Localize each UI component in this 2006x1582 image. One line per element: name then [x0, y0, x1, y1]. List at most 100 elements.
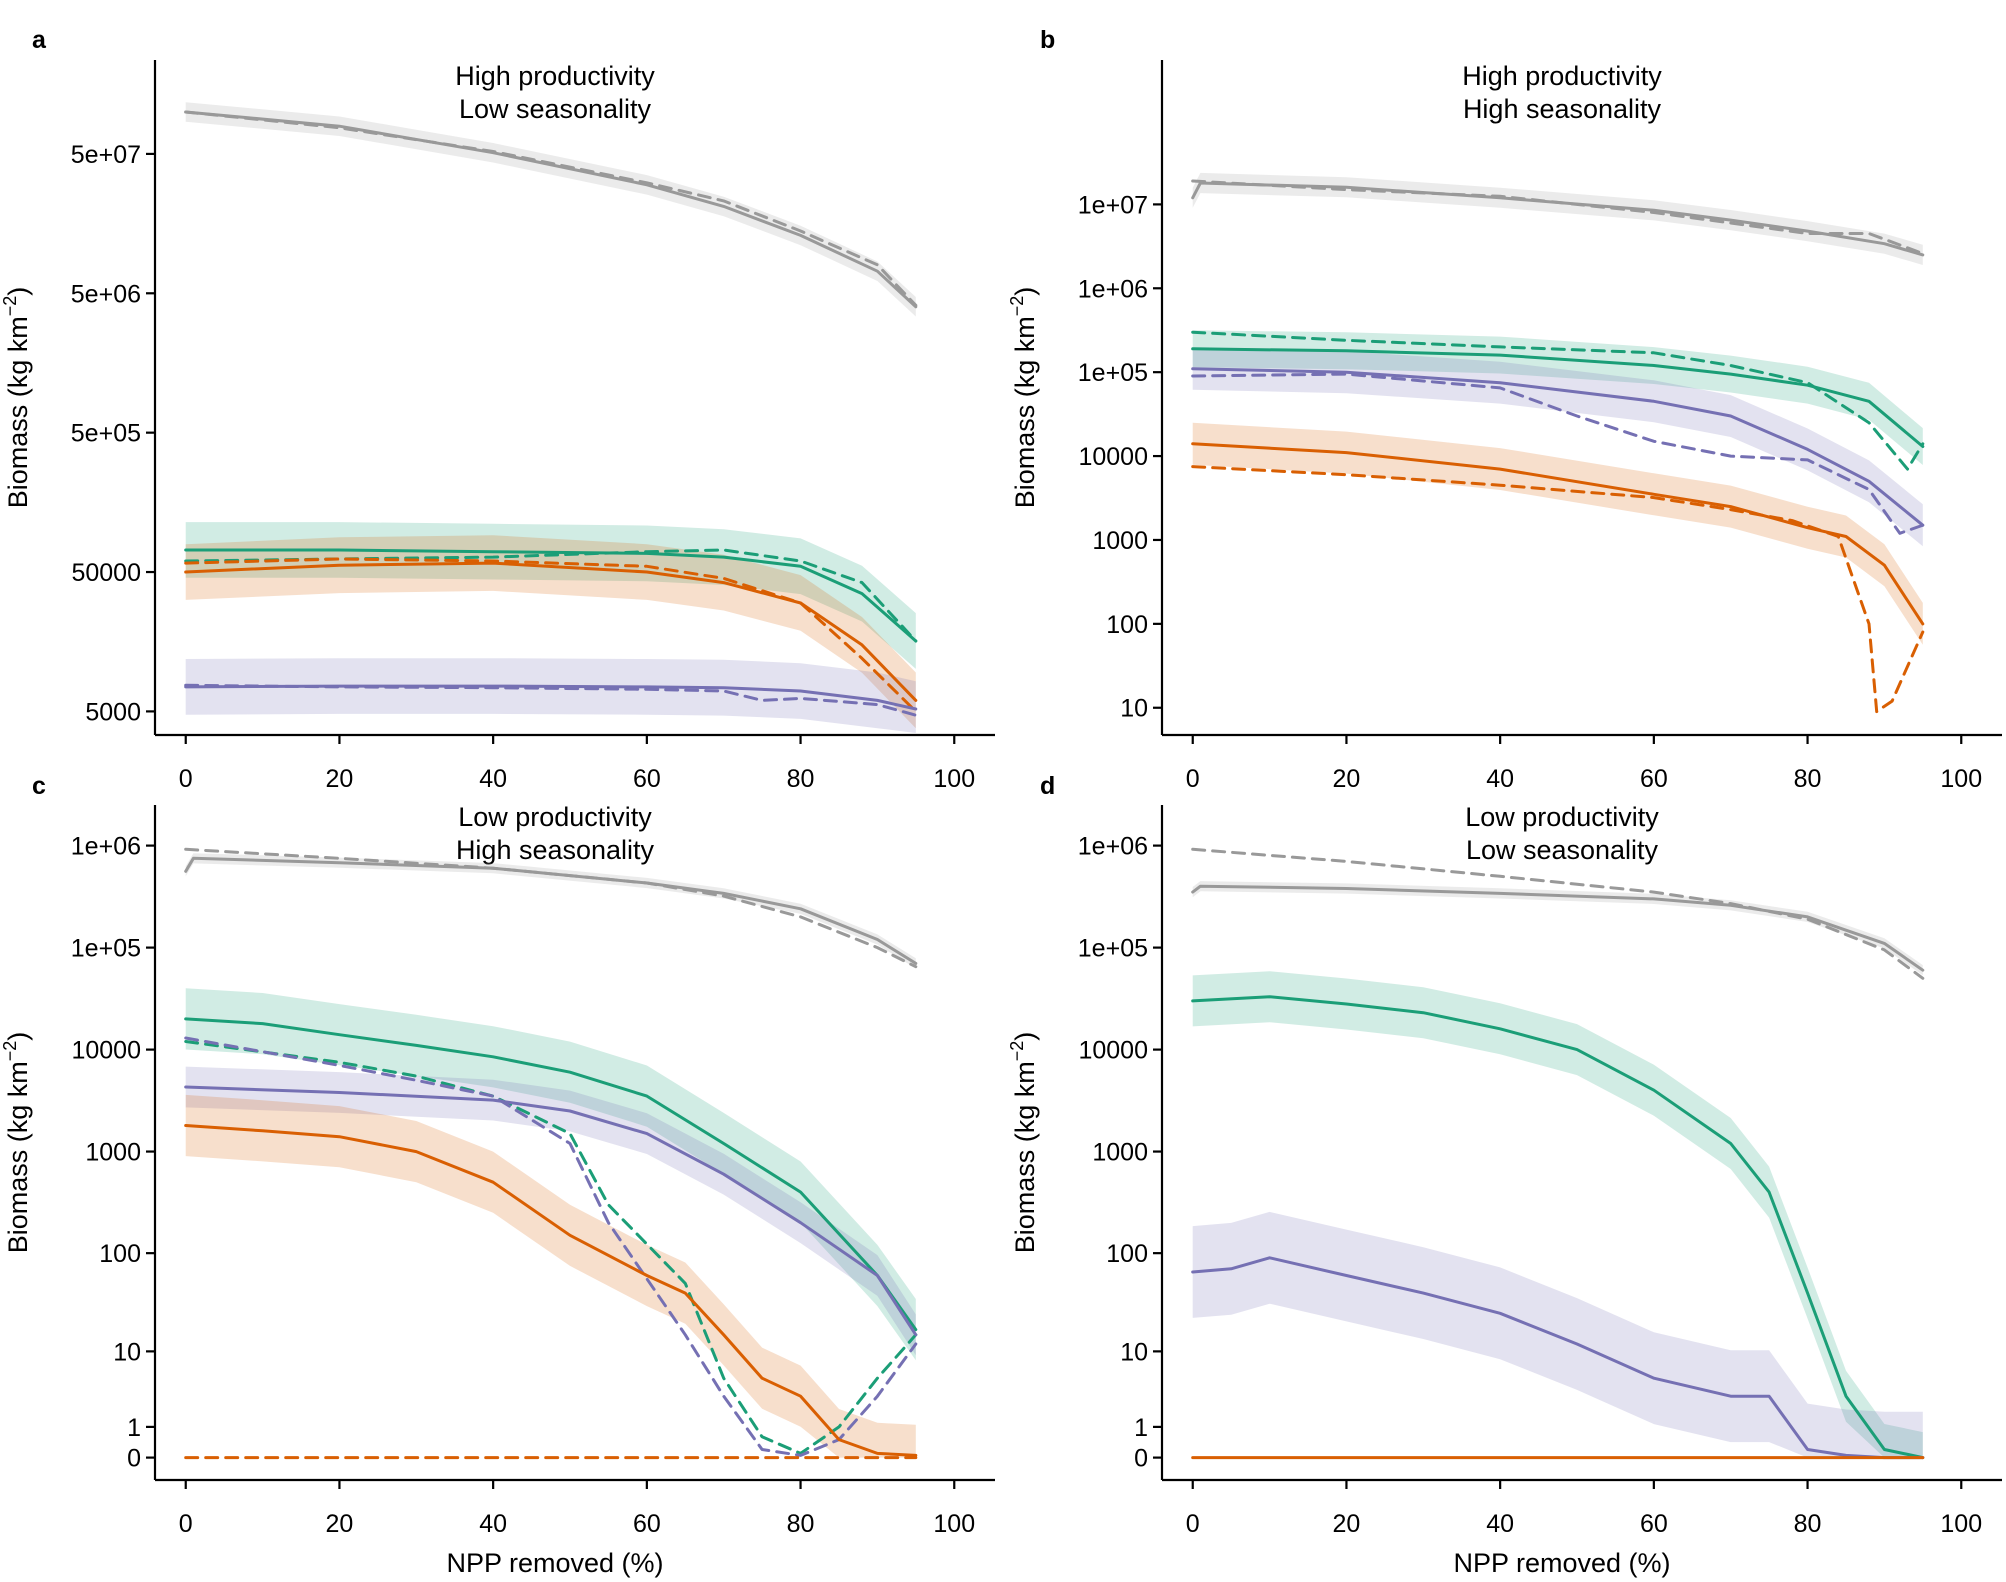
line-purple-dashed	[184, 683, 918, 717]
y-axis-title: Biomass (kg km−2)	[0, 1032, 33, 1254]
y-tick-label: 1e+06	[1078, 275, 1148, 303]
line-grey-dashed	[1191, 847, 1925, 980]
x-tick-label: 60	[1640, 1510, 1668, 1538]
y-tick-label: 10000	[1078, 443, 1148, 471]
y-tick-label: 1000	[1092, 527, 1148, 555]
panel-title-line: Low productivity	[458, 802, 652, 832]
y-tick-label: 50000	[71, 559, 141, 587]
line-grey-dashed	[1191, 179, 1925, 255]
x-tick-label: 100	[933, 1510, 975, 1538]
x-tick-label: 20	[1333, 1510, 1361, 1538]
band-orange-solid	[1192, 422, 1923, 645]
x-tick-label: 100	[1940, 1510, 1982, 1538]
y-axis-title-main: Biomass (kg km	[1010, 316, 1040, 508]
panel-title-line: High seasonality	[1463, 94, 1662, 124]
line-green-solid	[1191, 347, 1925, 448]
y-tick-label: 100	[1106, 611, 1148, 639]
y-tick-label: 1e+05	[1078, 935, 1148, 963]
band-green-solid	[1192, 330, 1923, 465]
x-tick-label: 60	[1640, 765, 1668, 793]
y-tick-label: 10	[1120, 695, 1148, 723]
panel-title-line: Low productivity	[1465, 802, 1659, 832]
y-tick-label: 1	[127, 1414, 141, 1442]
y-axis-title-superscript: −2	[0, 296, 20, 317]
x-tick-label: 0	[179, 1510, 193, 1538]
y-axis-title-superscript: −2	[1007, 1041, 1027, 1062]
line-green-dashed	[1191, 330, 1925, 471]
panel-title-line: Low seasonality	[459, 94, 652, 124]
x-tick-label: 80	[787, 765, 815, 793]
y-tick-label: 10	[113, 1338, 141, 1366]
y-tick-label: 1e+06	[71, 833, 141, 861]
x-tick-label: 100	[1940, 765, 1982, 793]
line-grey-dashed	[184, 110, 918, 307]
x-tick-label: 40	[1486, 1510, 1514, 1538]
y-tick-label: 10	[1120, 1338, 1148, 1366]
panel-b: 0 20 40 60 80 100 10 100 1000 10000 1e+05 1e+06 1e+0…	[1007, 26, 2002, 793]
y-tick-label: 5000	[85, 698, 141, 726]
x-axis-title: NPP removed (%)	[446, 1548, 663, 1578]
line-purple-solid	[184, 1085, 918, 1337]
x-tick-label: 60	[633, 1510, 661, 1538]
y-axis-title-close: )	[3, 1032, 33, 1041]
y-tick-label: 0	[1134, 1445, 1148, 1473]
x-tick-label: 40	[1486, 765, 1514, 793]
x-tick-label: 0	[1186, 765, 1200, 793]
y-axis-title-superscript: −2	[0, 1041, 20, 1062]
line-orange-solid	[184, 561, 918, 702]
y-tick-label: 1000	[1092, 1139, 1148, 1167]
band-purple-solid	[1192, 347, 1923, 547]
x-tick-label: 60	[633, 765, 661, 793]
y-axis-title: Biomass (kg km−2)	[0, 287, 33, 509]
y-tick-label: 10000	[71, 1037, 141, 1065]
x-tick-label: 40	[479, 765, 507, 793]
band-grey-solid	[185, 853, 916, 969]
panel-title-line: High productivity	[1462, 61, 1662, 91]
panel-letter: d	[1040, 772, 1055, 800]
panel-title-line: High seasonality	[456, 835, 655, 865]
x-tick-label: 0	[1186, 1510, 1200, 1538]
x-tick-label: 100	[933, 765, 975, 793]
y-tick-label: 5e+06	[71, 280, 141, 308]
y-tick-label: 100	[99, 1240, 141, 1268]
y-tick-label: 1e+05	[71, 935, 141, 963]
panel-title-line: High productivity	[455, 61, 655, 91]
band-purple-solid	[185, 1066, 916, 1356]
y-tick-label: 1	[1134, 1414, 1148, 1442]
band-green-solid	[185, 988, 916, 1361]
y-axis-title-superscript: −2	[1007, 296, 1027, 317]
line-green-solid	[184, 1017, 918, 1332]
line-grey-dashed	[184, 847, 918, 969]
y-tick-label: 1e+06	[1078, 833, 1148, 861]
y-tick-label: 10000	[1078, 1037, 1148, 1065]
line-orange-dashed	[184, 557, 918, 713]
y-tick-label: 5e+07	[71, 141, 141, 169]
line-grey-solid	[1191, 884, 1925, 972]
line-orange-solid	[1191, 442, 1925, 626]
x-tick-label: 80	[1794, 1510, 1822, 1538]
panel-letter: c	[32, 772, 46, 800]
band-grey-solid	[1192, 172, 1923, 265]
band-orange-solid	[185, 1094, 916, 1458]
y-tick-label: 5e+05	[71, 420, 141, 448]
line-green-solid	[1191, 995, 1925, 1460]
y-tick-label: 100	[1106, 1240, 1148, 1268]
y-axis-title-close: )	[1010, 1032, 1040, 1041]
band-orange-solid	[185, 535, 916, 729]
panel-title-line: Low seasonality	[1466, 835, 1659, 865]
y-axis-title-close: )	[3, 287, 33, 296]
line-orange-solid	[184, 1124, 918, 1457]
x-tick-label: 40	[479, 1510, 507, 1538]
line-green-solid	[184, 548, 918, 643]
y-tick-label: 1e+05	[1078, 359, 1148, 387]
line-green-dashed	[184, 1040, 918, 1455]
line-purple-solid	[1191, 367, 1925, 527]
y-axis-title: Biomass (kg km−2)	[1007, 287, 1040, 509]
line-purple-solid	[1191, 1256, 1925, 1460]
panel-letter: a	[32, 26, 47, 54]
line-grey-solid	[184, 110, 918, 309]
x-tick-label: 20	[326, 765, 354, 793]
x-tick-label: 20	[1333, 765, 1361, 793]
x-tick-label: 80	[787, 1510, 815, 1538]
y-axis-title-close: )	[1010, 287, 1040, 296]
